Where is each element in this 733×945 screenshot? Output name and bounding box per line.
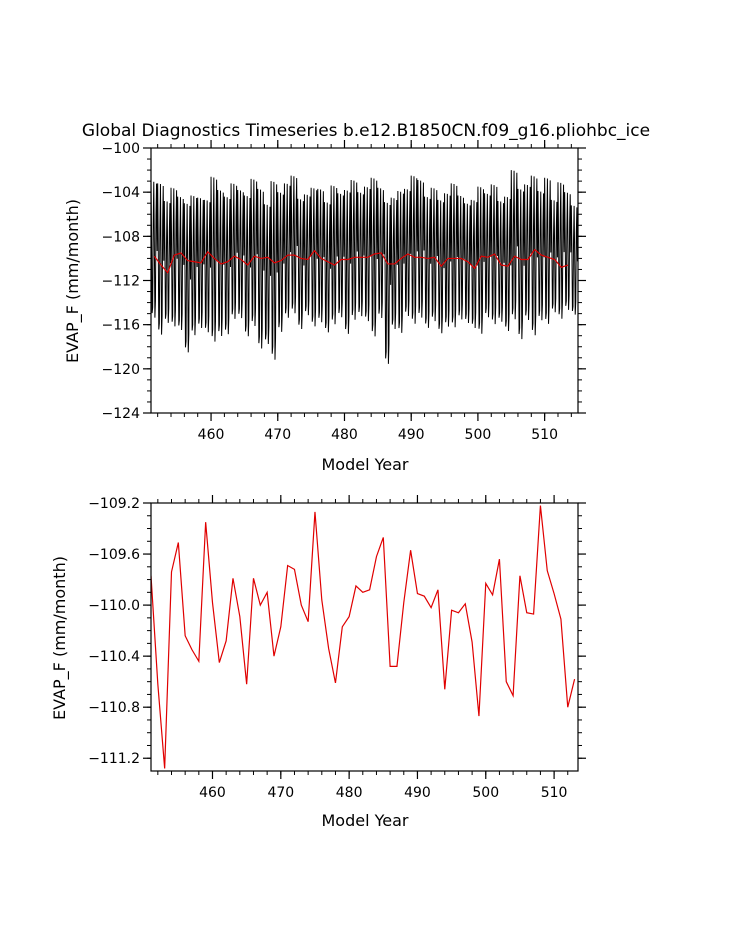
x-axis-title-top: Model Year [322, 455, 409, 474]
y-tick-label: −110.0 [88, 598, 140, 614]
chart-title: Global Diagnostics Timeseries b.e12.B185… [82, 121, 650, 141]
x-tick-label: 490 [398, 427, 425, 443]
x-tick-label: 510 [541, 785, 568, 801]
panel-evap-monthly: 460 470 480 490 500 510 −100 −104 −108 −112 −116 −1… [63, 140, 586, 474]
x-tick-label: 460 [199, 785, 226, 801]
x-tick-label: 500 [465, 427, 492, 443]
x-tick-label: 510 [531, 427, 558, 443]
panel-evap-annual: 460 470 480 490 500 510 −109.2 −109.6 −110.0 −110… [50, 495, 586, 830]
series-group [151, 505, 576, 769]
x-tick-label: 490 [404, 785, 431, 801]
plot-frame-bottom [150, 502, 579, 772]
y-tick-label: −109.6 [88, 547, 140, 563]
x-axis-title-bottom: Model Year [322, 811, 409, 830]
y-tick-label: −104 [102, 185, 141, 201]
x-tick-label: 460 [198, 427, 225, 443]
series-group [151, 170, 578, 364]
y-tick-label: −124 [102, 406, 141, 422]
y-tick-label: −116 [102, 318, 141, 334]
x-tick-label: 480 [336, 785, 363, 801]
x-tick-label: 470 [264, 427, 291, 443]
y-tick-label: −108 [102, 229, 140, 245]
y-tick-label: −100 [102, 141, 140, 157]
plot-area-bottom [151, 505, 576, 769]
y-tick-label: −109.2 [88, 496, 140, 512]
y-tick-label: −111.2 [88, 751, 140, 767]
x-tick-label: 480 [331, 427, 358, 443]
y-tick-label: −110.8 [88, 700, 140, 716]
series-monthly-line [151, 170, 578, 364]
plot-area-top [151, 170, 578, 364]
y-tick-label: −112 [102, 274, 140, 290]
x-tick-label: 470 [267, 785, 294, 801]
series-annual-mean-line [153, 248, 569, 274]
axes-top: 460 470 480 490 500 510 −100 −104 −108 −112 −116 −1… [102, 140, 586, 443]
y-tick-label: −110.4 [88, 649, 140, 665]
x-tick-label: 500 [472, 785, 499, 801]
axes-bottom: 460 470 480 490 500 510 −109.2 −109.6 −110.0 −110… [88, 495, 586, 801]
y-tick-label: −120 [102, 362, 140, 378]
series-annual-line [151, 505, 576, 769]
y-axis-title-bottom: EVAP_F (mm/month) [50, 556, 70, 720]
y-axis-title-top: EVAP_F (mm/month) [63, 199, 83, 363]
